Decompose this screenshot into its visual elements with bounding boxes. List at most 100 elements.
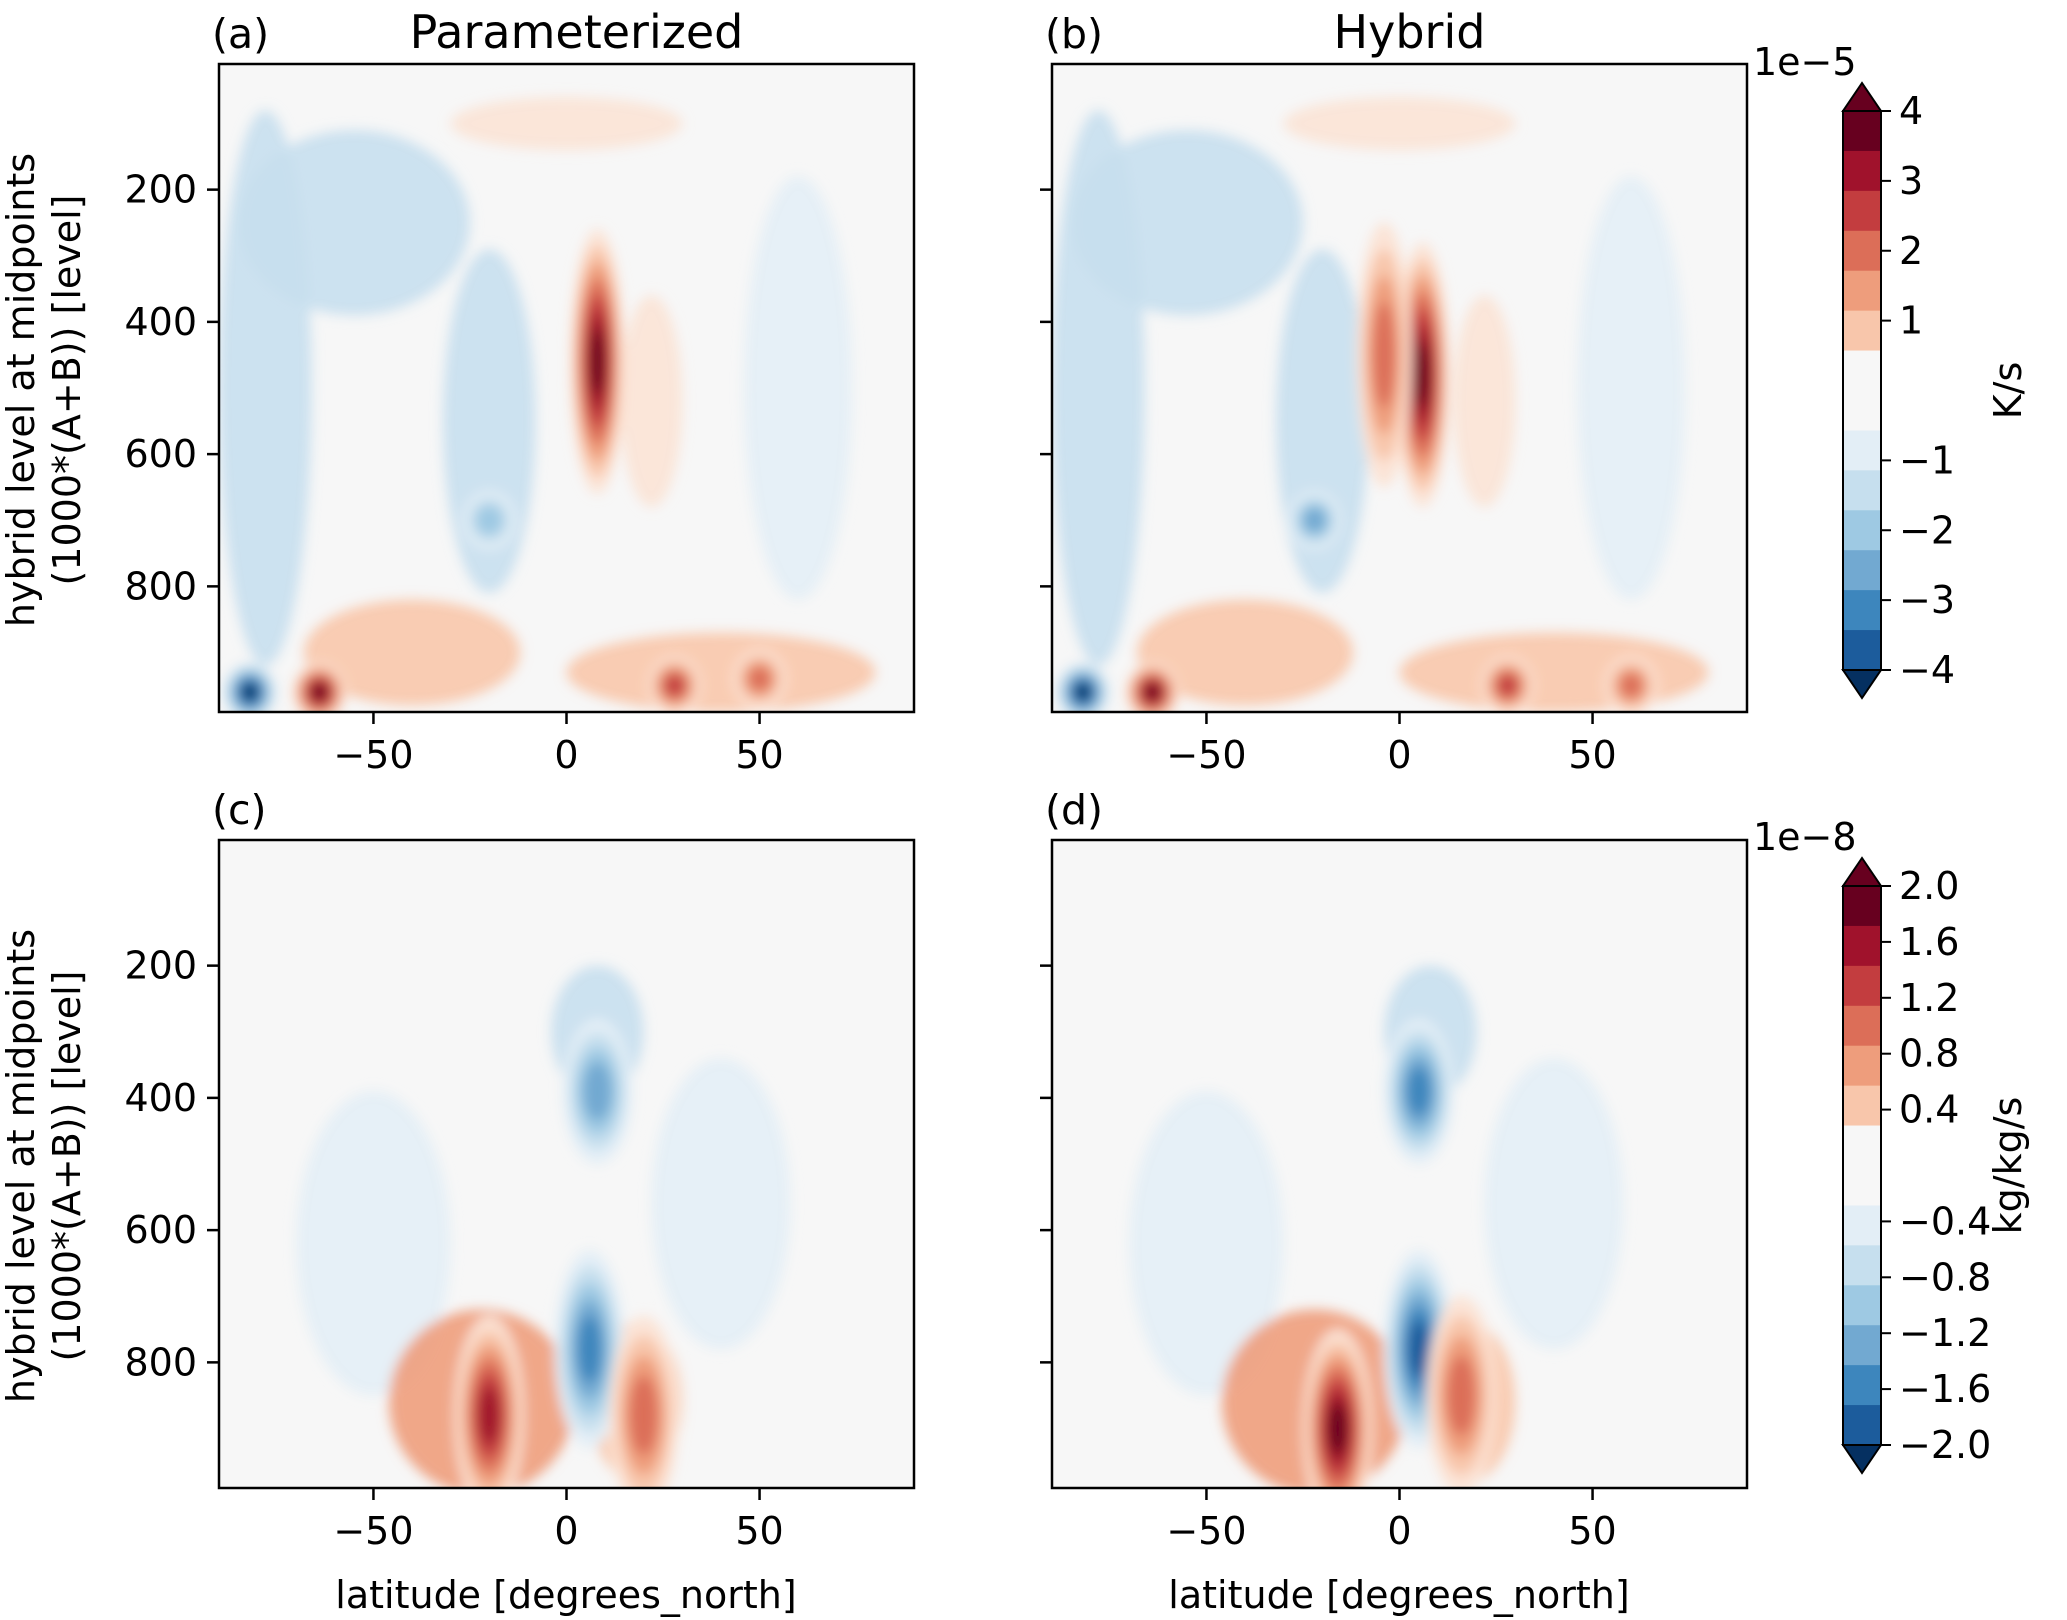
- x-tick-label: 0: [1387, 1509, 1411, 1553]
- ambient-region: [620, 295, 683, 508]
- contour-level: [1076, 684, 1090, 700]
- contour-level: [590, 328, 605, 395]
- ambient-region: [744, 176, 853, 600]
- colorbar-unit-label: kg/kg/s: [1986, 1097, 2030, 1235]
- colorbar-extend-min: [1841, 669, 1883, 700]
- colorbar-segment: [1843, 630, 1881, 671]
- colorbar-segment: [1843, 150, 1881, 192]
- contour-level: [629, 1375, 658, 1455]
- y-tick-label: 800: [124, 564, 197, 608]
- colorbar-tick-label: 0.8: [1899, 1032, 1959, 1076]
- xlabel-left: latitude [degrees_north]: [335, 1573, 796, 1617]
- colorbar-tick-label: −1: [1899, 438, 1955, 482]
- ambient-region: [1071, 130, 1303, 316]
- colorbar-segment: [1843, 310, 1881, 352]
- contour-field: [1129, 965, 1624, 1488]
- colorbar-segment: [1843, 886, 1881, 927]
- contour-level: [479, 1386, 500, 1444]
- ambient-region: [1136, 599, 1354, 706]
- contour-level: [1498, 675, 1517, 696]
- colorbar-tick-label: −2.0: [1899, 1423, 1991, 1467]
- contour-level: [475, 505, 503, 536]
- colorbar-segment: [1843, 1045, 1881, 1087]
- x-tick-label: −50: [1166, 733, 1246, 777]
- colorbar-tick-label: 2.0: [1899, 864, 1959, 908]
- colorbar-exponent: 1e−5: [1753, 40, 1857, 84]
- colorbar-tick-label: 1.6: [1899, 920, 1959, 964]
- contour-level: [665, 675, 684, 696]
- panel-d: −50 0 50 (d): [1040, 786, 1749, 1553]
- colorbar-segment: [1843, 430, 1881, 471]
- colorbar-segment: [1843, 1245, 1881, 1286]
- colorbar-segment: [1843, 1325, 1881, 1366]
- contour-level: [312, 684, 327, 700]
- contour-level: [1415, 341, 1430, 408]
- colorbar-neutral-band: [1843, 1125, 1881, 1206]
- y-tick-label: 400: [124, 1076, 197, 1120]
- ambient-region: [450, 97, 683, 150]
- x-tick-label: 0: [1387, 733, 1411, 777]
- contour-level: [1447, 1355, 1476, 1436]
- ylabel-top-line2: (1000*(A+B)) [level]: [45, 194, 89, 585]
- colorbar-segment: [1843, 190, 1881, 232]
- colorbar-segment: [1843, 1005, 1881, 1047]
- colorbar-segment: [1843, 1085, 1881, 1127]
- colorbar-moisture: 2.0 1.6 1.2 0.8 0.4 −0.4 −0.8 −1.2 −1.6 −2.0 1e−8 k…: [1753, 815, 2030, 1475]
- colorbar-neutral-band: [1843, 350, 1881, 431]
- panel-c: −50 0 50 200 400 600 800 (c): [124, 786, 916, 1553]
- panel-label: (b): [1045, 10, 1103, 58]
- contour-level: [1303, 508, 1326, 533]
- ambient-region: [296, 1091, 451, 1396]
- contour-level: [583, 1062, 612, 1121]
- colorbar-segment: [1843, 590, 1881, 631]
- contour-field: [219, 97, 876, 712]
- colorbar-segment: [1843, 925, 1881, 967]
- x-tick-label: −50: [333, 733, 413, 777]
- contour-level: [1407, 1067, 1431, 1116]
- colorbar-segment: [1843, 111, 1881, 152]
- contour-field: [1052, 97, 1709, 712]
- colorbar-segment: [1843, 270, 1881, 312]
- colorbar-tick-label: 3: [1899, 159, 1923, 203]
- y-tick-label: 200: [124, 168, 197, 212]
- contour-level: [1620, 673, 1642, 698]
- colorbar-segment: [1843, 1205, 1881, 1246]
- colorbar-exponent: 1e−8: [1753, 815, 1857, 859]
- colorbar-extend-max: [1841, 81, 1883, 112]
- colorbar-tick-label: 2: [1899, 229, 1923, 273]
- colorbar-temperature: 4 3 2 1 −1 −2 −3 −4 1e−5 K/s: [1753, 40, 2030, 700]
- panel-title: Hybrid: [1334, 5, 1486, 59]
- x-tick-label: −50: [1166, 1509, 1246, 1553]
- contour-level: [1329, 1403, 1347, 1454]
- panel-b: −50 0 50 (b) Hybrid: [1040, 5, 1749, 777]
- colorbar-tick-label: −1.2: [1899, 1311, 1991, 1355]
- colorbar-tick-label: −1.6: [1899, 1367, 1991, 1411]
- ambient-region: [566, 632, 876, 712]
- colorbar-segment: [1843, 965, 1881, 1007]
- contour-level: [1373, 302, 1395, 408]
- colorbar-tick-label: 1: [1899, 299, 1923, 343]
- ambient-region: [303, 599, 521, 706]
- x-tick-label: 50: [735, 733, 783, 777]
- colorbar-segment: [1843, 230, 1881, 272]
- contour-level: [1145, 684, 1160, 700]
- x-tick-label: 0: [554, 1509, 578, 1553]
- x-tick-label: 0: [554, 733, 578, 777]
- panel-title: Parameterized: [410, 5, 744, 59]
- ambient-region: [1399, 632, 1709, 712]
- y-tick-label: 200: [124, 944, 197, 988]
- ambient-region: [1453, 295, 1516, 508]
- panel-a: −50 0 50 200 400 600 800 (a) Parameterized: [124, 5, 916, 777]
- colorbar-extend-min: [1841, 1444, 1883, 1475]
- contour-level: [578, 1316, 602, 1383]
- ylabel-bottom-line2: (1000*(A+B)) [level]: [45, 970, 89, 1361]
- ambient-region: [1577, 176, 1686, 600]
- y-tick-label: 600: [124, 1208, 197, 1252]
- panel-label: (c): [212, 786, 267, 834]
- contour-level: [243, 684, 257, 700]
- xlabel-right: latitude [degrees_north]: [1168, 1573, 1629, 1617]
- ambient-region: [651, 1058, 791, 1350]
- colorbar-tick-label: 4: [1899, 89, 1923, 133]
- colorbar-tick-label: −0.4: [1899, 1199, 1991, 1243]
